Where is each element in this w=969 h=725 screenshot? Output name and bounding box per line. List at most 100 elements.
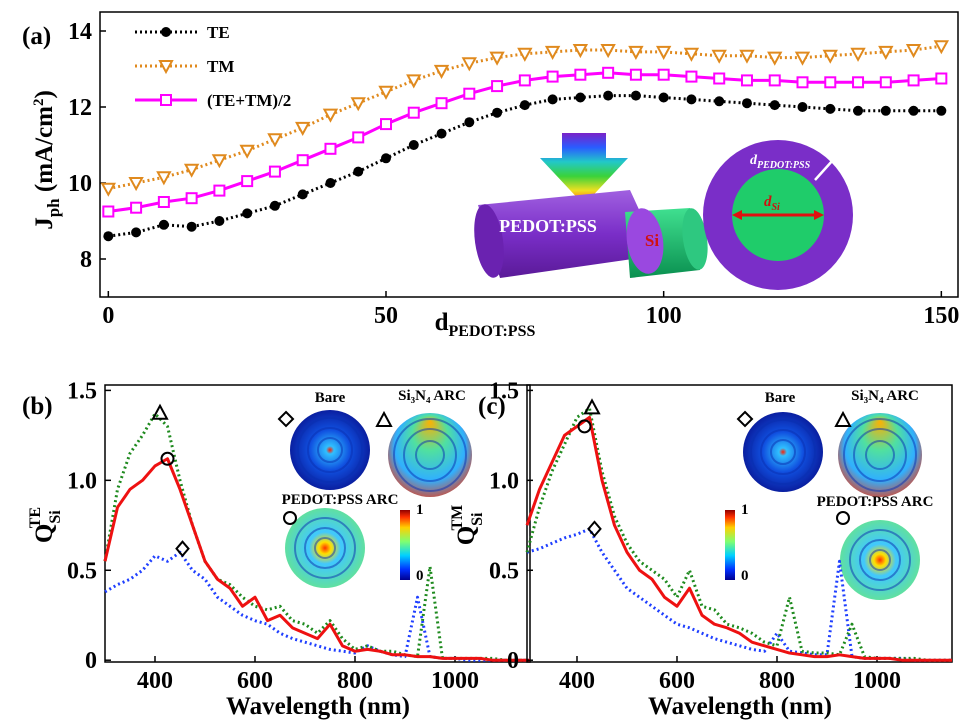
legend-label: TM: [207, 57, 234, 76]
marker: [100, 182, 117, 197]
marker: [572, 44, 589, 59]
series-line: [103, 457, 530, 662]
label-part: ph: [44, 198, 63, 217]
marker: [797, 102, 808, 112]
marker: [740, 74, 753, 87]
marker: [407, 106, 420, 119]
marker: [297, 189, 308, 200]
marker: [878, 45, 894, 60]
x-tick-label: 50: [374, 303, 398, 329]
marker: [767, 51, 783, 66]
y-tick-label: 0: [85, 648, 97, 674]
x-tick-label: 0: [102, 303, 114, 329]
y-tick-label: 1.5: [489, 378, 519, 404]
marker: [408, 140, 419, 150]
peak-marker: [587, 520, 602, 538]
x-tick-label: 800: [759, 668, 795, 694]
marker: [211, 154, 228, 169]
marker: [435, 97, 448, 110]
y-tick-label: 1.0: [67, 468, 97, 494]
marker: [713, 72, 726, 85]
marker: [267, 133, 283, 148]
marker: [655, 45, 672, 60]
inset-maps-b: Bare Si₃N₄ ARC PEDOT:PSS ARC 1 0: [277, 388, 472, 588]
inset-label: Bare: [765, 390, 796, 406]
marker: [935, 72, 948, 85]
marker: [324, 142, 337, 155]
core-diameter-label: dSi: [764, 194, 780, 213]
marker: [158, 219, 169, 230]
marker: [905, 44, 922, 59]
marker: [461, 57, 477, 72]
core-end: [682, 208, 708, 270]
x-axis-label: dPEDOT:PSS: [435, 309, 536, 340]
marker: [157, 196, 170, 208]
marker: [464, 117, 475, 128]
marker: [102, 205, 115, 218]
label-part: d: [750, 153, 758, 168]
marker: [907, 74, 920, 87]
x-tick-label: 1000: [853, 668, 901, 694]
marker: [161, 27, 171, 37]
colorbar: [725, 510, 735, 580]
label-part: Si: [47, 510, 64, 524]
marker: [131, 227, 142, 238]
marker: [575, 92, 586, 103]
symbol-circle: [283, 511, 297, 525]
y-tick-label: 8: [80, 247, 92, 273]
x-tick-label: 400: [559, 668, 595, 694]
x-axis-label: Wavelength (nm): [648, 693, 832, 720]
marker: [547, 94, 558, 105]
series-line: [526, 527, 952, 662]
y-axis-label: QSiTM: [449, 505, 486, 546]
peak-marker: [160, 451, 175, 466]
marker: [683, 47, 700, 62]
marker: [685, 70, 698, 83]
shell-thickness-arrow: [814, 159, 834, 181]
marker: [628, 45, 644, 60]
y-axis-label: Jph (mA/cm2): [31, 90, 63, 230]
marker: [686, 94, 697, 105]
marker: [322, 108, 339, 123]
arrow-head: [732, 210, 742, 220]
rings: [750, 418, 917, 591]
field-map-bare: [743, 412, 823, 492]
label-part: (mA/cm: [31, 106, 58, 198]
core-label: Si: [645, 231, 659, 250]
marker: [517, 47, 533, 62]
symbol-diamond: [277, 410, 295, 428]
marker: [933, 40, 950, 55]
marker: [658, 92, 669, 103]
marker: [214, 216, 225, 226]
marker: [406, 74, 422, 89]
label-part: 2: [31, 99, 47, 107]
marker: [822, 49, 838, 64]
peak-marker: [175, 540, 190, 558]
inset-label: Bare: [315, 390, 346, 406]
marker: [103, 231, 114, 242]
marker: [433, 64, 450, 79]
marker: [518, 74, 531, 87]
colorbar-label: 0: [416, 568, 424, 584]
marker: [714, 96, 725, 107]
marker: [128, 177, 144, 192]
x-tick-label: 1000: [431, 668, 479, 694]
rings: [294, 417, 467, 579]
plot-frame: [99, 11, 959, 298]
x-tick-label: 600: [237, 668, 273, 694]
marker: [908, 105, 919, 116]
y-axis-label: QSiTE: [27, 507, 64, 543]
y-tick-label: 12: [68, 95, 92, 121]
marker: [268, 165, 281, 178]
marker: [824, 76, 837, 89]
marker: [796, 76, 809, 89]
y-tick-label: 0.5: [489, 558, 519, 584]
marker: [378, 85, 394, 100]
marker: [295, 121, 311, 136]
marker: [825, 103, 836, 114]
panel-label: (a): [22, 23, 51, 50]
marker: [544, 45, 561, 60]
shell-label: PEDOT:PSS: [499, 216, 597, 236]
label-part: ): [31, 90, 58, 98]
